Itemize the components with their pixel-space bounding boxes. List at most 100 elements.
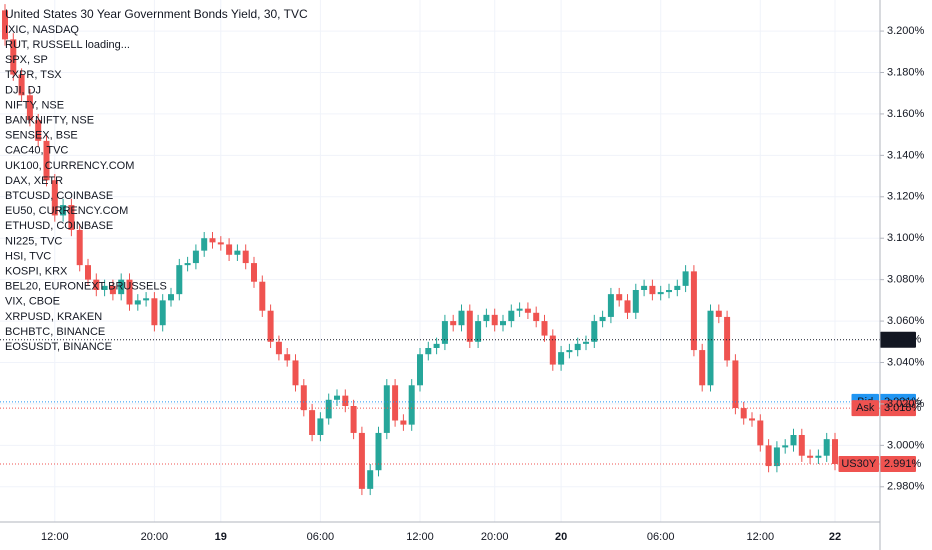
candle-body [118,279,125,295]
candle-body [591,321,598,342]
x-tick-label: 06:00 [307,531,335,543]
candle-body [566,350,573,353]
y-tick-label: 3.200% [887,25,925,37]
candle-body [607,294,614,317]
price-label-box [880,400,916,417]
candle-body [533,312,540,322]
candle-body [715,310,722,317]
price-name-box [838,456,879,472]
candle-body [765,445,772,467]
y-tick-label: 2.980% [887,481,925,493]
candle-body [524,308,531,313]
candle-body [832,439,838,464]
y-tick-label: 3.060% [887,315,925,327]
legend-entry: SENSEX, BSE [5,130,78,142]
price-label: 2.991% [884,458,922,470]
y-tick-label: 3.160% [887,108,925,120]
candle-body [773,447,780,467]
candle-body [508,310,515,322]
candle-body [483,314,490,322]
candle-body [184,263,191,266]
candle-body [109,285,116,295]
y-tick-label: 3.140% [887,149,925,161]
legend-entry: IXIC, NASDAQ [5,24,79,36]
legend-entry: CAC40, TVC [5,145,68,157]
candle-body [76,229,83,266]
candle-body [674,285,681,290]
candle-body [599,316,606,322]
candle-body [392,385,399,421]
price-label: 3.051% [884,334,922,346]
candle-body [350,406,357,433]
candle-body [740,408,747,419]
candle-body [217,242,224,245]
candle-body [358,432,365,489]
candle-body [757,420,764,446]
candle-body [649,285,656,295]
legend-entry: EU50, CURRENCY.COM [5,205,128,217]
candle-body [823,439,830,456]
candle-body [259,281,266,311]
price-name: US30Y [841,458,877,470]
candle-body [192,250,199,264]
legend-entry: NIFTY, NSE [5,99,64,111]
candle-body [151,298,158,326]
candle-body [624,300,631,313]
legend-entry: TXPR, TSX [5,69,62,81]
y-tick-label: 3.100% [887,232,925,244]
candle-body [201,238,208,251]
candle-body [159,300,166,326]
candle-body [60,205,67,216]
price-label: 3.018% [884,402,922,414]
candle-body [143,298,150,301]
legend-entry: SPX, SP [5,54,48,66]
candle-body [425,348,432,355]
candle-body [267,310,274,342]
legend-entry: BANKNIFTY, NSE [5,115,94,127]
candle-body [500,321,506,326]
candle-body [558,352,565,365]
price-name-box [851,400,879,417]
x-tick-label: 12:00 [406,531,434,543]
candle-body [18,74,25,96]
candle-body [408,385,415,425]
candle-body [616,294,623,301]
candle-body [383,385,390,433]
candle-body [641,285,648,290]
candle-body [292,360,299,386]
legend-entry: ETHUSD, COINBASE [5,220,113,232]
candle-body [574,343,581,351]
candle-body [400,420,407,425]
axes: 2.980% 3.000% 3.020% 3.040% 3.060% 3.080% 3.10… [41,25,924,543]
candle-body [317,418,324,435]
y-tick-label: 3.120% [887,191,925,203]
legend-entry: BTCUSD, COINBASE [5,190,113,202]
legend-entry: HSI, TVC [5,250,51,262]
legend-entry: NI225, TVC [5,235,62,247]
y-tick-label: 3.000% [887,439,925,451]
candle-body [375,432,382,471]
candle-body [93,279,100,290]
x-tick-label: 22 [829,531,841,543]
candle-body [35,120,42,141]
x-tick-label: 12:00 [41,531,69,543]
candle-body [632,290,639,313]
candle-body [491,314,498,326]
candle-body [126,279,133,305]
legend-entry: BCHBTC, BINANCE [5,326,105,338]
candle-body [666,290,672,293]
candle-body [583,341,589,344]
y-tick-label: 3.080% [887,274,925,286]
candle-body [798,435,805,456]
candle-body [284,354,291,361]
legend-entry: DJI, DJ [5,84,41,96]
candle-body [10,39,17,75]
candle-body [724,316,731,361]
candle-body [176,265,183,295]
candles [2,4,838,496]
candle-body [807,455,814,458]
candle-body [782,445,789,448]
candle-body [541,321,548,336]
